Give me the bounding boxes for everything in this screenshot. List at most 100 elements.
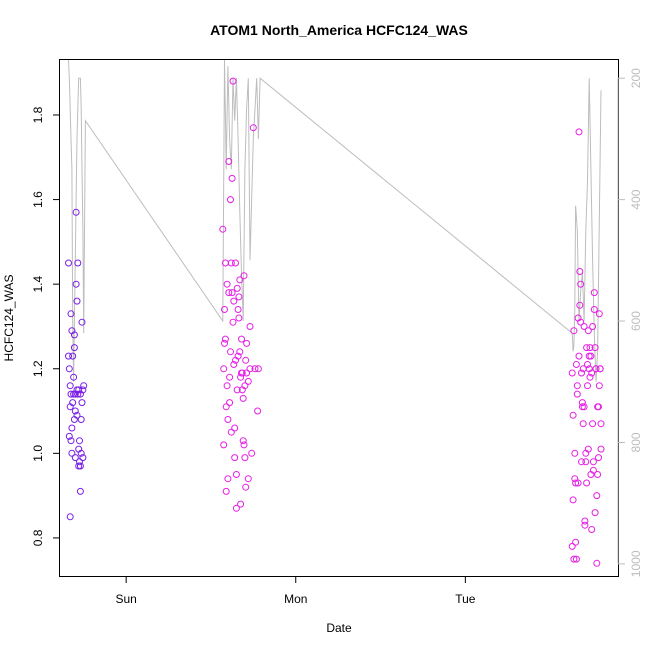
data-point	[583, 344, 591, 352]
data-point	[67, 390, 75, 398]
data-point	[242, 356, 250, 364]
data-point	[236, 348, 244, 356]
data-point	[241, 382, 249, 390]
data-point	[225, 289, 233, 297]
data-point	[66, 382, 74, 390]
data-point	[589, 420, 597, 428]
data-point	[574, 479, 582, 487]
data-point	[69, 352, 77, 360]
gray-line-series	[68, 59, 602, 382]
data-point	[578, 458, 585, 466]
data-point	[224, 475, 232, 483]
data-point	[69, 399, 77, 407]
data-point	[591, 344, 599, 352]
data-point	[569, 411, 577, 419]
data-point	[72, 280, 80, 288]
data-point	[79, 454, 87, 462]
data-point	[223, 280, 231, 288]
data-point	[236, 276, 244, 284]
data-point	[76, 458, 83, 466]
data-point	[581, 517, 589, 525]
data-point	[584, 327, 592, 335]
data-point	[225, 158, 233, 165]
data-point	[229, 318, 237, 326]
y-tick-label: 1.2	[31, 360, 45, 377]
data-point	[235, 314, 243, 322]
data-point	[254, 365, 262, 373]
data-point	[572, 538, 580, 546]
data-point	[67, 437, 75, 445]
data-point	[589, 323, 597, 330]
data-point	[586, 344, 594, 352]
data-point	[572, 361, 580, 368]
data-point	[572, 555, 580, 563]
data-point	[65, 352, 72, 360]
data-point	[243, 339, 251, 347]
data-point	[76, 462, 84, 470]
data-point	[72, 208, 80, 216]
data-point	[590, 289, 598, 297]
data-point	[595, 382, 603, 390]
y-right-tick-label: 400	[629, 189, 643, 209]
data-point	[70, 344, 78, 352]
data-point	[584, 445, 592, 453]
data-point	[227, 196, 234, 204]
y-tick-label: 1.8	[31, 106, 45, 123]
gray-line-path	[68, 59, 602, 382]
data-point	[71, 390, 79, 398]
data-point	[66, 513, 74, 521]
y-axis-left: 0.8 1.0 1.2 1.4 1.6 1.8	[31, 106, 60, 546]
data-point	[222, 487, 230, 495]
y-right-tick-label: 200	[629, 68, 643, 88]
data-point	[222, 403, 230, 411]
data-point	[227, 259, 235, 267]
data-point	[221, 306, 228, 313]
data-point	[578, 369, 585, 377]
data-point	[78, 318, 86, 326]
data-point	[242, 483, 250, 491]
data-point	[234, 352, 242, 360]
data-point	[234, 306, 242, 313]
data-point	[228, 289, 236, 297]
data-point	[227, 428, 235, 436]
data-point	[589, 458, 597, 466]
data-point	[227, 348, 234, 356]
data-point	[576, 301, 584, 309]
data-point	[74, 259, 82, 267]
data-point	[579, 420, 587, 428]
data-point	[570, 555, 578, 563]
data-point	[591, 509, 599, 517]
y-right-tick-label: 600	[629, 311, 643, 331]
data-point	[251, 365, 259, 373]
y-right-tick-label: 800	[629, 432, 643, 452]
data-point	[241, 454, 249, 462]
data-point	[67, 310, 75, 318]
data-point	[249, 124, 257, 132]
data-point	[580, 323, 588, 330]
data-point	[229, 77, 237, 85]
data-point	[230, 297, 238, 305]
data-point	[232, 259, 239, 267]
y-right-tick-label: 1000	[629, 550, 643, 577]
data-point	[221, 335, 229, 343]
data-point	[237, 500, 245, 508]
data-point	[65, 365, 73, 373]
data-point	[568, 542, 576, 550]
data-point	[571, 475, 579, 483]
data-point	[244, 475, 252, 483]
data-point	[595, 310, 603, 318]
data-point	[593, 492, 601, 500]
data-point	[568, 369, 576, 377]
data-point	[70, 373, 78, 381]
data-point	[590, 306, 598, 313]
data-point	[226, 399, 234, 407]
data-point	[582, 458, 590, 466]
x-tick-label: Mon	[284, 592, 307, 606]
x-tick-label: Tue	[455, 592, 476, 606]
data-point	[221, 339, 228, 347]
data-point	[593, 559, 601, 567]
y-tick-label: 0.8	[31, 529, 45, 546]
data-point	[223, 382, 231, 390]
